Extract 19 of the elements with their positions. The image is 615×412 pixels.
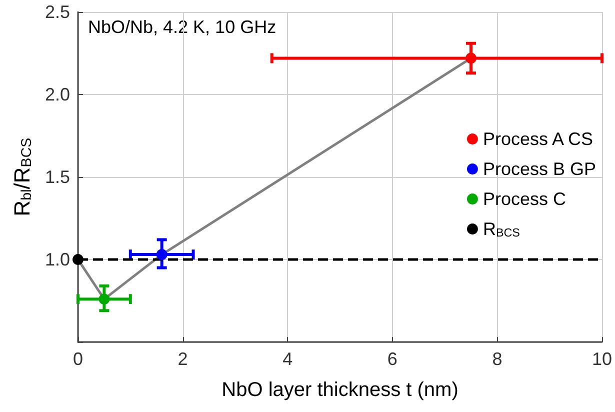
legend-label: Process A CS <box>482 129 594 149</box>
x-axis-title: NbO layer thickness t (nm) <box>222 379 458 401</box>
y-tick-label: 2.5 <box>44 2 70 22</box>
x-tick-label: 8 <box>492 349 502 369</box>
legend-label: Process B GP <box>482 159 596 179</box>
x-tick-label: 6 <box>387 349 398 369</box>
x-tick-label: 4 <box>282 349 293 369</box>
y-axis-title: Rbl/RBCS <box>10 138 36 216</box>
y-tick-label: 1.0 <box>44 250 70 270</box>
x-tick-label: 0 <box>72 349 84 369</box>
legend-label: Process C <box>482 189 566 209</box>
point <box>156 249 168 260</box>
y-tick-label: 1.5 <box>44 167 70 187</box>
point <box>98 294 110 305</box>
x-tick-label: 10 <box>592 349 612 369</box>
point <box>466 52 476 64</box>
y-tick-label: 2.0 <box>44 84 70 104</box>
point <box>72 254 84 265</box>
x-tick-label: 2 <box>178 349 188 369</box>
